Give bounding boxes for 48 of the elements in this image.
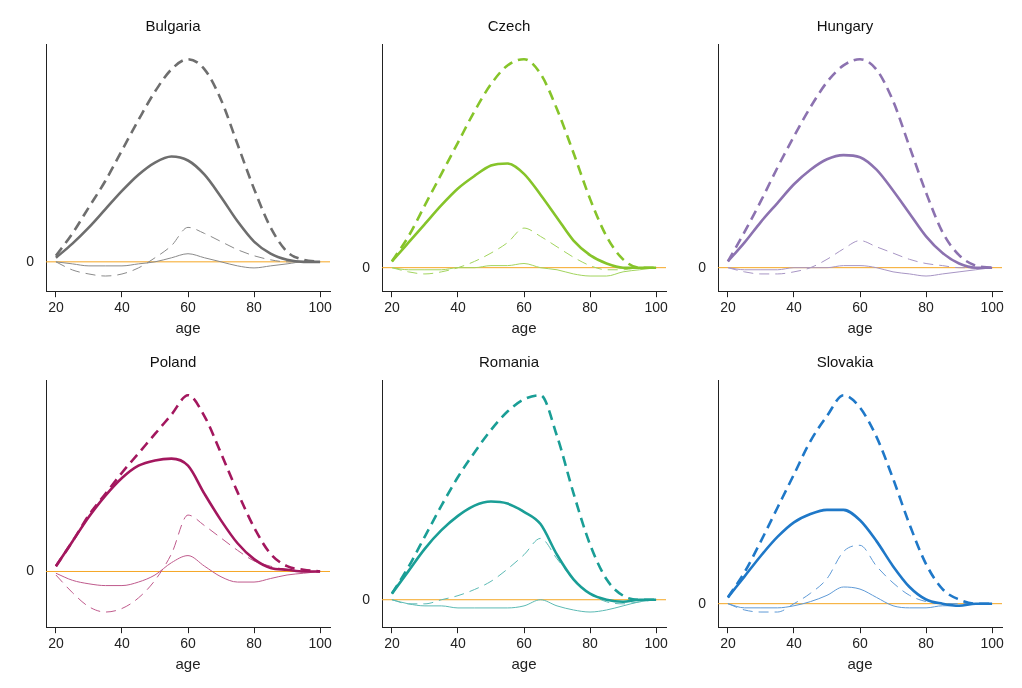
x-tick-label: 20 xyxy=(48,299,64,316)
x-axis-title: age xyxy=(175,655,201,673)
x-tick-label: 40 xyxy=(450,299,466,316)
x-tick-label: 40 xyxy=(786,635,802,652)
x-tick-label: 60 xyxy=(180,635,196,652)
chart-title: Hungary xyxy=(816,17,874,35)
x-tick-label: 20 xyxy=(720,299,736,316)
ref-line-label: 0 xyxy=(26,252,35,269)
x-tick-label: 60 xyxy=(180,299,196,316)
x-tick-label: 20 xyxy=(384,299,400,316)
x-tick-label: 80 xyxy=(246,299,263,316)
ref-line-label: 0 xyxy=(362,258,371,275)
x-tick-label: 60 xyxy=(852,299,868,316)
x-tick-label: 100 xyxy=(644,299,668,316)
chart-title: Czech xyxy=(487,17,531,35)
x-tick-label: 80 xyxy=(246,635,263,652)
x-axis-title: age xyxy=(175,319,201,337)
x-tick-label: 40 xyxy=(786,299,802,316)
chart-title: Poland xyxy=(149,353,197,371)
x-tick-label: 80 xyxy=(918,635,935,652)
ref-line-label: 0 xyxy=(698,258,707,275)
x-tick-label: 20 xyxy=(720,635,736,652)
x-axis-title: age xyxy=(847,655,873,673)
ref-line-label: 0 xyxy=(362,590,371,607)
x-tick-label: 20 xyxy=(48,635,64,652)
x-tick-label: 60 xyxy=(852,635,868,652)
x-tick-label: 100 xyxy=(644,635,668,652)
x-tick-label: 80 xyxy=(582,635,599,652)
x-tick-label: 80 xyxy=(918,299,935,316)
ref-line-label: 0 xyxy=(698,594,707,611)
x-tick-label: 100 xyxy=(980,635,1004,652)
chart-title: Romania xyxy=(478,353,540,371)
x-tick-label: 40 xyxy=(114,299,130,316)
x-tick-label: 40 xyxy=(450,635,466,652)
ref-line-label: 0 xyxy=(26,562,35,579)
x-tick-label: 100 xyxy=(980,299,1004,316)
x-tick-label: 60 xyxy=(516,299,532,316)
x-tick-label: 40 xyxy=(114,635,130,652)
x-axis-title: age xyxy=(511,319,537,337)
chart-title: Slovakia xyxy=(816,353,874,371)
x-tick-label: 60 xyxy=(516,635,532,652)
x-tick-label: 80 xyxy=(582,299,599,316)
x-axis-title: age xyxy=(511,655,537,673)
chart-title: Bulgaria xyxy=(145,17,202,35)
x-tick-label: 100 xyxy=(308,635,332,652)
x-tick-label: 100 xyxy=(308,299,332,316)
x-axis-title: age xyxy=(847,319,873,337)
x-tick-label: 20 xyxy=(384,635,400,652)
